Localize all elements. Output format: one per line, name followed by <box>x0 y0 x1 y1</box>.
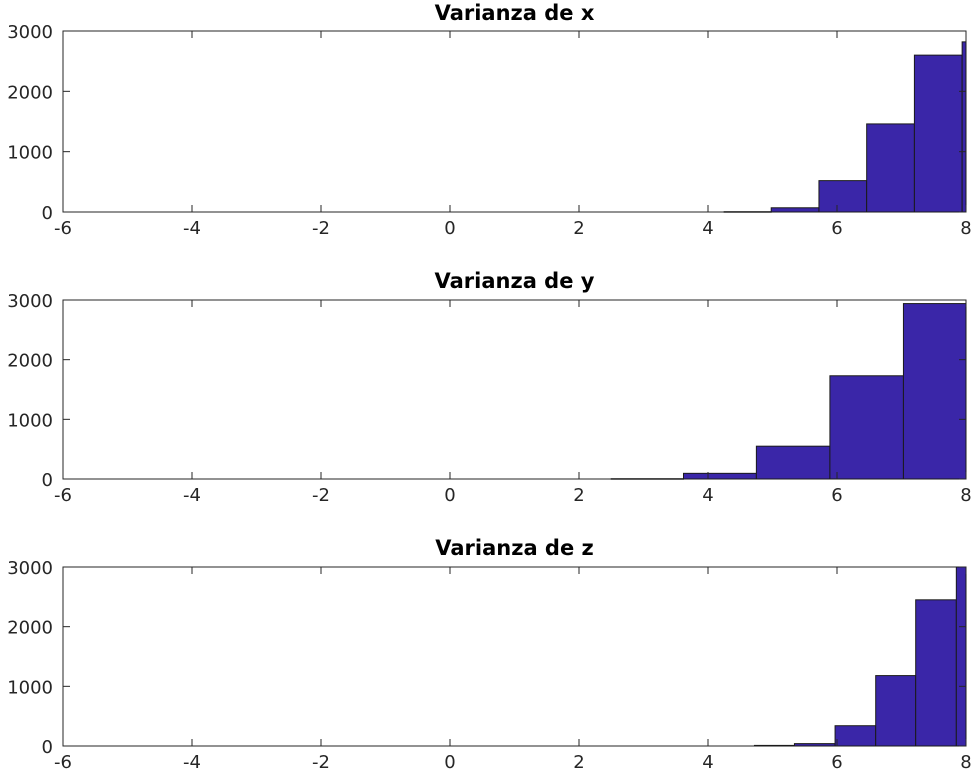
histogram-bar-2 <box>755 445 831 480</box>
x-tick-label: -2 <box>312 752 330 773</box>
x-tick-label: 8 <box>960 752 971 773</box>
histogram-bar-3 <box>875 675 917 747</box>
histogram-bar-3 <box>829 375 904 480</box>
histogram-bar-0 <box>723 211 772 213</box>
x-tick-label: 8 <box>960 485 971 506</box>
x-tick-label: -6 <box>54 485 72 506</box>
x-tick-label: 2 <box>573 485 584 506</box>
y-tick-label: 2000 <box>7 82 53 103</box>
axes-box <box>62 566 967 747</box>
y-tick-label: 1000 <box>7 410 53 431</box>
x-tick-label: 2 <box>573 218 584 239</box>
x-tick-label: 4 <box>702 218 713 239</box>
y-tick-label: 1000 <box>7 143 53 164</box>
y-tick-label: 0 <box>42 737 53 758</box>
subplot-variance-y: -6 -4 -2 0 2 4 6 8 0 1000 2000 3000 Varianza de y <box>7 269 972 506</box>
x-tick-label: -2 <box>312 485 330 506</box>
y-tick-label: 3000 <box>7 558 53 579</box>
histogram-bar-3 <box>866 123 915 213</box>
x-tick-label: 2 <box>573 752 584 773</box>
histogram-bar-5 <box>961 41 967 213</box>
y-tick-label: 3000 <box>7 291 53 312</box>
x-tick-label: 6 <box>831 752 842 773</box>
x-tick-label: 0 <box>444 218 455 239</box>
plot-title: Varianza de x <box>435 1 595 25</box>
histogram-bar-4 <box>915 599 957 747</box>
histogram-bar-1 <box>770 207 820 213</box>
histogram-bar-2 <box>818 180 868 213</box>
subplot-variance-z: -6 -4 -2 0 2 4 6 8 0 1000 2000 3000 Varianza de z <box>7 536 972 773</box>
histogram-bar-4 <box>913 54 963 213</box>
histogram-bar-0 <box>753 744 795 747</box>
plot-title: Varianza de y <box>435 269 595 293</box>
y-tick-label: 0 <box>42 203 53 224</box>
y-tick-label: 0 <box>42 470 53 491</box>
histogram-bar-0 <box>610 478 684 480</box>
x-tick-label: -4 <box>183 485 201 506</box>
x-tick-label: -6 <box>54 218 72 239</box>
histogram-bar-4 <box>902 303 967 480</box>
y-tick-label: 3000 <box>7 22 53 43</box>
axes-box <box>62 30 967 213</box>
y-tick-label: 2000 <box>7 351 53 372</box>
x-tick-label: 6 <box>831 485 842 506</box>
histogram-bar-2 <box>834 725 877 747</box>
histogram-bar-1 <box>682 472 757 480</box>
x-tick-label: -6 <box>54 752 72 773</box>
x-tick-label: -2 <box>312 218 330 239</box>
x-tick-label: 0 <box>444 485 455 506</box>
y-tick-label: 2000 <box>7 618 53 639</box>
x-tick-label: 4 <box>702 485 713 506</box>
x-tick-label: 4 <box>702 752 713 773</box>
plot-title: Varianza de z <box>435 536 593 560</box>
x-tick-label: 8 <box>960 218 971 239</box>
x-tick-label: -4 <box>183 752 201 773</box>
y-tick-label: 1000 <box>7 677 53 698</box>
subplot-variance-x: -6 -4 -2 0 2 4 6 8 0 1000 2000 3000 Varianza de x <box>7 1 972 239</box>
x-tick-label: 0 <box>444 752 455 773</box>
x-tick-label: -4 <box>183 218 201 239</box>
histogram-bar-1 <box>793 743 836 747</box>
histogram-bar-5 <box>955 566 967 747</box>
x-tick-label: 6 <box>831 218 842 239</box>
